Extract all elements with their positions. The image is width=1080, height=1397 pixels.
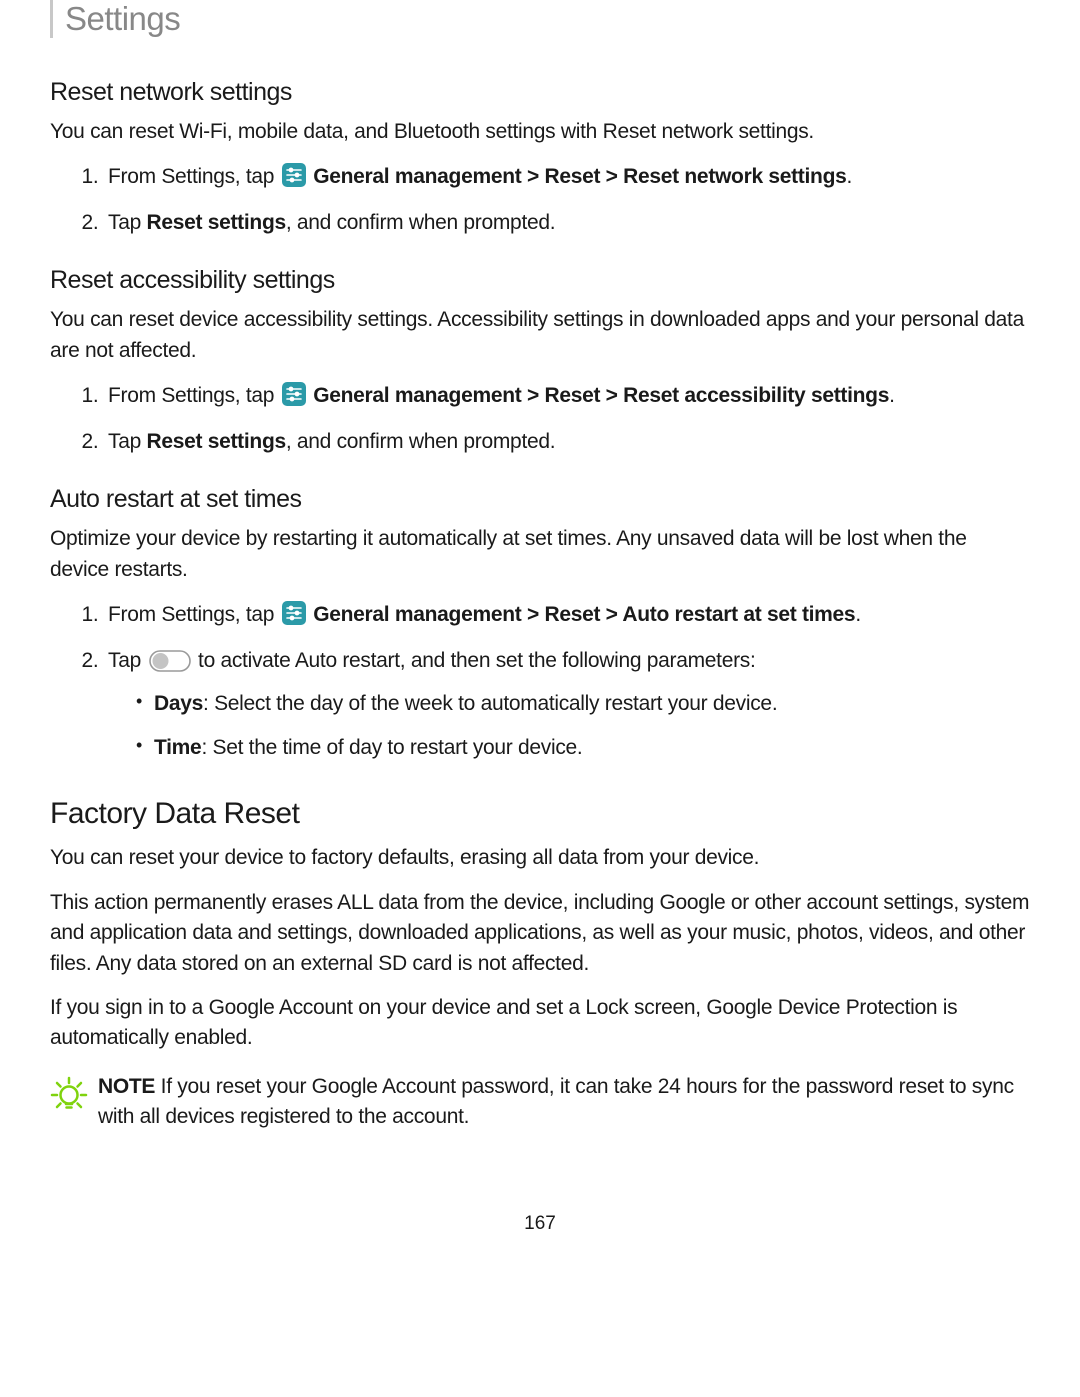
intro-reset-accessibility: You can reset device accessibility setti… (50, 305, 1030, 366)
step-item: Tap Reset settings, and confirm when pro… (104, 426, 1030, 458)
step-suffix: . (855, 603, 861, 626)
step-text: Tap (108, 430, 147, 453)
step-bold: General management > Reset > Reset netwo… (308, 165, 847, 188)
step-suffix: . (889, 384, 895, 407)
step-text: Tap (108, 649, 147, 672)
factory-p2: This action permanently erases ALL data … (50, 888, 1030, 979)
heading-factory-reset: Factory Data Reset (50, 797, 1030, 831)
step-item: From Settings, tap General management > … (104, 380, 1030, 412)
settings-sliders-icon (282, 382, 306, 406)
page-number: 167 (50, 1213, 1030, 1235)
sub-text: : Select the day of the week to automati… (203, 692, 777, 715)
steps-reset-network: From Settings, tap General management > … (50, 161, 1030, 238)
step-bold: Reset settings (147, 430, 286, 453)
step-bold: General management > Reset > Reset acces… (308, 384, 889, 407)
toggle-off-icon (149, 650, 191, 672)
step-suffix: to activate Auto restart, and then set t… (193, 649, 756, 672)
lightbulb-icon (50, 1074, 88, 1116)
intro-auto-restart: Optimize your device by restarting it au… (50, 524, 1030, 585)
sub-bold: Days (154, 692, 203, 715)
sub-bold: Time (154, 736, 201, 759)
factory-p3: If you sign in to a Google Account on yo… (50, 993, 1030, 1054)
step-text: From Settings, tap (108, 603, 280, 626)
heading-reset-accessibility: Reset accessibility settings (50, 266, 1030, 295)
sub-item: Time: Set the time of day to restart you… (136, 732, 1030, 764)
heading-auto-restart: Auto restart at set times (50, 485, 1030, 514)
note-label: NOTE (98, 1075, 155, 1098)
factory-p1: You can reset your device to factory def… (50, 843, 1030, 873)
step-item: Tap to activate Auto restart, and then s… (104, 645, 1030, 764)
settings-sliders-icon (282, 601, 306, 625)
sub-text: : Set the time of day to restart your de… (201, 736, 582, 759)
note-body: If you reset your Google Account passwor… (98, 1075, 1014, 1128)
step-text: Tap (108, 211, 147, 234)
sub-item: Days: Select the day of the week to auto… (136, 688, 1030, 720)
steps-auto-restart: From Settings, tap General management > … (50, 599, 1030, 763)
step-bold: General management > Reset > Auto restar… (308, 603, 856, 626)
step-suffix: , and confirm when prompted. (286, 211, 555, 234)
settings-sliders-icon (282, 163, 306, 187)
step-bold: Reset settings (147, 211, 286, 234)
note-text-block: NOTE If you reset your Google Account pa… (98, 1072, 1030, 1133)
page-header-bar: Settings (50, 0, 1030, 38)
note-block: NOTE If you reset your Google Account pa… (50, 1072, 1030, 1133)
step-text: From Settings, tap (108, 384, 280, 407)
intro-reset-network: You can reset Wi-Fi, mobile data, and Bl… (50, 117, 1030, 147)
step-item: Tap Reset settings, and confirm when pro… (104, 207, 1030, 239)
page-title: Settings (65, 0, 180, 37)
sub-list: Days: Select the day of the week to auto… (108, 688, 1030, 763)
step-suffix: . (846, 165, 852, 188)
steps-reset-accessibility: From Settings, tap General management > … (50, 380, 1030, 457)
heading-reset-network: Reset network settings (50, 78, 1030, 107)
step-text: From Settings, tap (108, 165, 280, 188)
step-suffix: , and confirm when prompted. (286, 430, 555, 453)
step-item: From Settings, tap General management > … (104, 599, 1030, 631)
step-item: From Settings, tap General management > … (104, 161, 1030, 193)
